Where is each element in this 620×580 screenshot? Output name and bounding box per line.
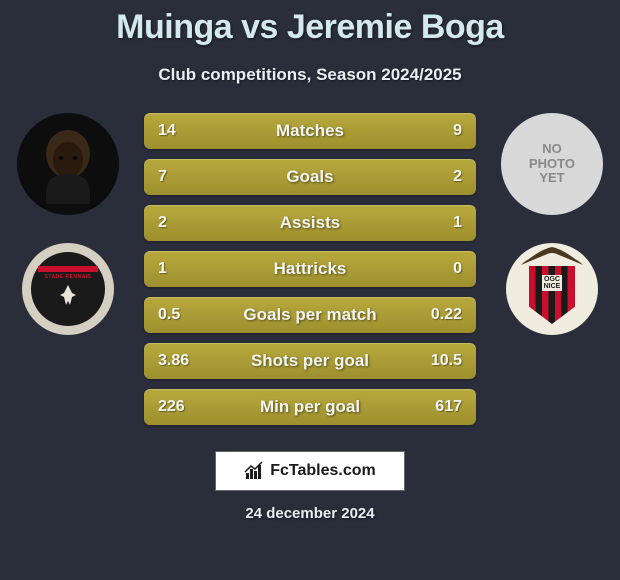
comparison-content: STADE RENNAIS 14 Matches 9 7 Goals 2 2 A… [0,113,620,435]
stat-right-value: 617 [422,398,462,416]
stat-left-value: 7 [158,168,198,186]
subtitle: Club competitions, Season 2024/2025 [0,65,620,85]
stat-right-value: 2 [422,168,462,186]
stat-label: Shots per goal [198,351,422,371]
club-left-logo: STADE RENNAIS [22,243,114,335]
stat-label: Goals per match [198,305,422,325]
player-photo-icon [28,124,108,204]
stat-label: Min per goal [198,397,422,417]
stats-column: 14 Matches 9 7 Goals 2 2 Assists 1 1 Hat… [128,113,492,435]
stat-left-value: 14 [158,122,198,140]
stat-right-value: 10.5 [422,352,462,370]
stat-right-value: 9 [422,122,462,140]
stat-left-value: 0.5 [158,306,198,324]
hermine-icon [54,281,82,309]
stat-left-value: 3.86 [158,352,198,370]
date-label: 24 december 2024 [0,505,620,522]
stat-left-value: 1 [158,260,198,278]
branding-text: FcTables.com [270,462,376,480]
nice-text: OGCNICE [542,275,563,291]
player-right-avatar: NO PHOTO YET [501,113,603,215]
stat-label: Goals [198,167,422,187]
stat-right-value: 1 [422,214,462,232]
stat-row: 1 Hattricks 0 [144,251,476,287]
stat-row: 0.5 Goals per match 0.22 [144,297,476,333]
rennes-text: STADE RENNAIS [45,274,92,280]
right-column: NO PHOTO YET OGCNICE [492,113,612,435]
no-photo-text: NO [542,142,562,157]
stat-right-value: 0 [422,260,462,278]
stat-label: Assists [198,213,422,233]
no-photo-text: YET [539,171,564,186]
page-title: Muinga vs Jeremie Boga [0,0,620,47]
no-photo-text: PHOTO [529,157,575,172]
stat-row: 3.86 Shots per goal 10.5 [144,343,476,379]
club-right-logo: OGCNICE [506,243,598,335]
stat-left-value: 226 [158,398,198,416]
left-column: STADE RENNAIS [8,113,128,435]
stat-row: 7 Goals 2 [144,159,476,195]
stat-right-value: 0.22 [422,306,462,324]
stat-row: 226 Min per goal 617 [144,389,476,425]
player-left-avatar [17,113,119,215]
branding-badge[interactable]: FcTables.com [215,451,405,491]
eagle-icon [517,245,587,269]
stat-row: 2 Assists 1 [144,205,476,241]
stat-row: 14 Matches 9 [144,113,476,149]
stat-label: Hattricks [198,259,422,279]
stat-left-value: 2 [158,214,198,232]
stat-label: Matches [198,121,422,141]
chart-icon [244,461,264,481]
